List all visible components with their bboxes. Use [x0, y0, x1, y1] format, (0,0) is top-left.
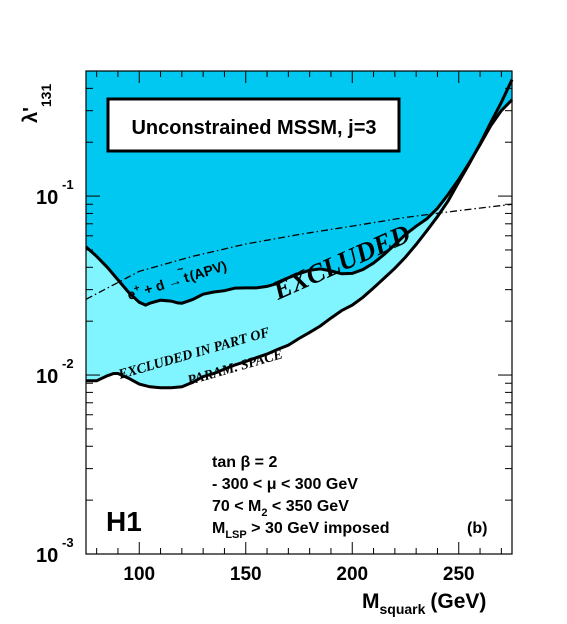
ticks-layer: 100 150 200 250 10 -1 10 -2 10 -3 — [36, 70, 512, 585]
param-mu: - 300 < μ < 300 GeV — [212, 476, 358, 493]
boundary-curve-excluded — [85, 98, 514, 307]
y-tick-exponent: -2 — [62, 356, 74, 371]
y-tick-exponent: -3 — [62, 535, 74, 550]
apv-limit-line — [85, 203, 513, 300]
y-tick-label: 10 — [36, 545, 58, 567]
x-axis-title: Msquark (GeV) — [362, 590, 486, 617]
boundary-curve-partial — [86, 79, 514, 390]
plot-frame — [85, 70, 513, 555]
x-tick-label: 100 — [123, 564, 155, 585]
param-mlsp: MLSP > 30 GeV imposed — [212, 520, 389, 541]
title-box — [106, 97, 401, 153]
y-axis-title: λ'131 — [20, 84, 54, 123]
x-tick-label: 200 — [336, 564, 368, 585]
experiment-label: H1 — [106, 506, 142, 537]
param-m2: 70 < M2 < 350 GeV — [212, 498, 349, 519]
lines-layer — [85, 79, 514, 390]
param-tanbeta: tan β = 2 — [212, 454, 277, 471]
y-tick-exponent: -1 — [62, 177, 74, 192]
y-tick-label: 10 — [36, 366, 58, 388]
chart-title: Unconstrained MSSM, j=3 — [131, 117, 376, 139]
y-tick-label: 10 — [36, 187, 58, 209]
panel-label: (b) — [467, 520, 487, 537]
x-tick-label: 250 — [443, 564, 475, 585]
x-tick-label: 150 — [230, 564, 262, 585]
